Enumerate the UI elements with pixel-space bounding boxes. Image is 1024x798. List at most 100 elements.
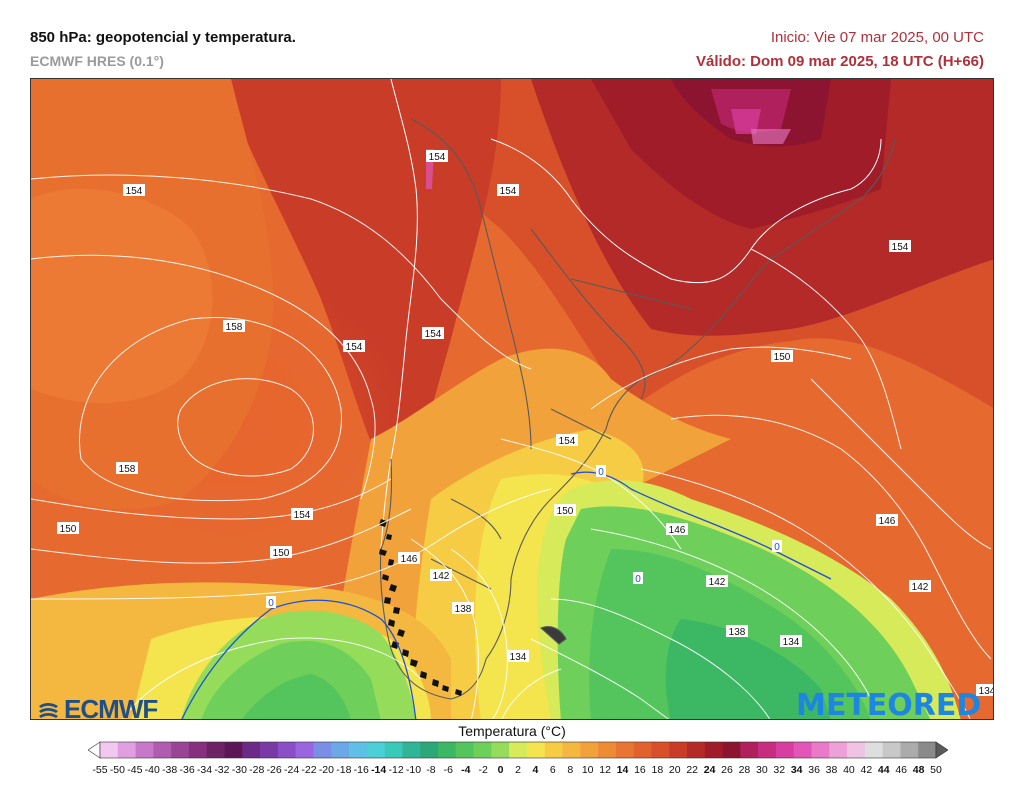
legend-tick-label: 24 — [703, 764, 716, 776]
svg-text:134: 134 — [783, 637, 800, 648]
contour-label: 134 — [976, 684, 994, 697]
legend-swatch — [758, 742, 777, 758]
svg-text:0: 0 — [268, 598, 274, 609]
contour-label: 154 — [123, 184, 145, 197]
legend-swatch — [100, 742, 119, 758]
legend-tick-label: 4 — [532, 764, 539, 776]
legend-tick-label: 38 — [825, 764, 838, 776]
legend-swatch — [153, 742, 172, 758]
svg-text:142: 142 — [709, 577, 726, 588]
contour-label: 158 — [223, 320, 245, 333]
svg-text:154: 154 — [892, 242, 909, 253]
legend-swatch — [793, 742, 812, 758]
contour-label: 154 — [889, 240, 911, 253]
legend-swatch — [615, 742, 634, 758]
contour-label: 150 — [554, 504, 576, 517]
temperature-legend-ticks: -55 -50 -45 -40 -38 -36 -34 -32 -30 -28 -26 -24 -22-… — [88, 764, 948, 780]
svg-text:138: 138 — [729, 627, 746, 638]
legend-swatch — [882, 742, 901, 758]
legend-swatch — [295, 742, 314, 758]
svg-text:134: 134 — [979, 686, 994, 697]
svg-text:154: 154 — [425, 329, 442, 340]
contour-label: 150 — [771, 350, 793, 363]
contour-labels: 154 154 154 154 158 154 150 154 158 150 154 150 154 1… — [57, 150, 994, 697]
legend-tick-label: 0 — [497, 764, 504, 776]
legend-swatch — [171, 742, 190, 758]
coastlines — [380, 79, 882, 550]
legend-tick-label: -12 — [388, 764, 404, 776]
ecmwf-logo-mark — [39, 702, 58, 718]
weather-map[interactable]: 154 154 154 154 158 154 150 154 158 150 154 150 154 1… — [30, 78, 994, 720]
contour-label: 150 — [270, 546, 292, 559]
contour-label: 146 — [666, 523, 688, 536]
legend-tick-label: -30 — [231, 764, 247, 776]
legend-tick-label: -24 — [283, 764, 300, 776]
contour-label: 134 — [780, 635, 802, 648]
svg-text:158: 158 — [119, 464, 136, 475]
legend-tick-label: 2 — [515, 764, 521, 776]
svg-text:150: 150 — [60, 524, 77, 535]
svg-text:154: 154 — [346, 342, 363, 353]
contour-label: 154 — [422, 327, 444, 340]
legend-tick-label: 10 — [581, 764, 594, 776]
contour-label: 154 — [556, 434, 578, 447]
legend-swatch — [740, 742, 759, 758]
legend-tick-label: 12 — [599, 764, 611, 776]
legend-tick-label: 36 — [808, 764, 820, 776]
svg-text:150: 150 — [774, 352, 791, 363]
svg-text:134: 134 — [510, 652, 527, 663]
contour-label: 154 — [291, 508, 313, 521]
legend-tick-label: -6 — [443, 764, 453, 776]
legend-swatch — [491, 742, 510, 758]
legend-swatch — [562, 742, 581, 758]
legend-tick-label: -50 — [109, 764, 125, 776]
legend-arrow-high — [935, 741, 948, 759]
svg-text:154: 154 — [500, 186, 517, 197]
legend-swatch — [811, 742, 830, 758]
legend-tick-label: 16 — [634, 764, 646, 776]
svg-text:154: 154 — [429, 152, 446, 163]
legend-swatch — [669, 742, 688, 758]
isotherm-label: 0 — [266, 596, 276, 609]
svg-text:138: 138 — [455, 604, 472, 615]
legend-tick-label: -34 — [196, 764, 213, 776]
legend-swatch — [402, 742, 421, 758]
legend-title: Temperatura (°C) — [458, 723, 566, 739]
contour-label: 134 — [507, 650, 529, 663]
legend-tick-label: -32 — [214, 764, 230, 776]
contour-label: 150 — [57, 522, 79, 535]
legend-tick-label: 26 — [721, 764, 733, 776]
legend-arrow-low — [88, 741, 101, 759]
legend-swatch — [900, 742, 919, 758]
legend-swatch — [188, 742, 208, 758]
geopotential-contours — [31, 174, 992, 719]
legend-tick-label: 30 — [755, 764, 768, 776]
legend-tick-label: -26 — [266, 764, 282, 776]
svg-text:0: 0 — [598, 467, 604, 478]
svg-text:154: 154 — [559, 436, 576, 447]
legend-tick-label: 6 — [549, 764, 556, 776]
legend-tick-label: 50 — [930, 764, 942, 776]
legend-tick-label: 20 — [668, 764, 681, 776]
legend-tick-label: -36 — [179, 764, 195, 776]
contour-label: 146 — [876, 514, 898, 527]
legend-swatch — [455, 742, 474, 758]
legend-swatch — [864, 742, 883, 758]
legend-swatch — [277, 742, 296, 758]
contour-label: 138 — [726, 625, 748, 638]
legend-swatch — [135, 742, 154, 758]
legend-tick-label: -22 — [301, 764, 317, 776]
svg-text:146: 146 — [879, 516, 896, 527]
svg-text:150: 150 — [557, 506, 574, 517]
legend-swatch — [437, 742, 457, 758]
legend-swatch — [544, 742, 563, 758]
legend-swatch — [829, 742, 848, 758]
map-canvas: 154 154 154 154 158 154 150 154 158 150 154 150 154 1… — [31, 79, 994, 719]
isotherm-label: 0 — [596, 465, 606, 478]
svg-text:146: 146 — [669, 525, 686, 536]
legend-swatch — [580, 742, 599, 758]
legend-swatch — [651, 742, 670, 758]
legend-tick-label: 14 — [616, 764, 629, 776]
legend-swatch — [526, 742, 545, 758]
contour-label: 154 — [426, 150, 448, 163]
